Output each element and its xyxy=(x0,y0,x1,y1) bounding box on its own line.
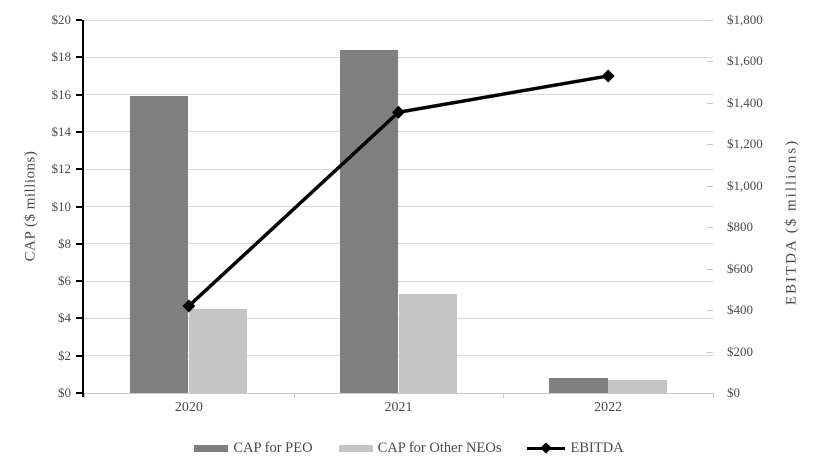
gridline xyxy=(84,19,713,21)
left-axis-tick xyxy=(76,242,82,245)
x-axis-tick xyxy=(293,393,295,398)
gridline xyxy=(84,56,713,58)
right-axis-tick xyxy=(707,185,713,187)
left-axis-tick-label: $12 xyxy=(51,161,72,177)
legend-item-cap-peo: CAP for PEO xyxy=(194,439,313,457)
right-axis-tick xyxy=(707,20,713,21)
left-axis-tick-label: $14 xyxy=(51,123,72,139)
x-axis-category-label: 2022 xyxy=(594,400,623,415)
cap-peo-swatch-icon xyxy=(194,444,229,452)
right-axis-tick-label: $1,400 xyxy=(727,94,763,110)
legend-item-ebitda: EBITDA xyxy=(527,439,624,457)
left-axis-tick xyxy=(76,354,82,357)
left-axis-tick xyxy=(76,168,82,171)
right-axis-tick-label: $1,600 xyxy=(727,53,763,69)
legend-label-ebitda: EBITDA xyxy=(570,440,624,456)
bar-cap-for-other-neos-2022 xyxy=(608,379,667,393)
gridline xyxy=(84,94,713,96)
left-axis-tick-label: $6 xyxy=(58,273,71,289)
x-axis-tick xyxy=(84,393,85,398)
right-axis-tick-label: $1,000 xyxy=(727,177,763,193)
right-axis-tick xyxy=(707,310,713,312)
left-axis-tick xyxy=(76,317,82,320)
right-axis-tick-label: $200 xyxy=(727,343,753,359)
bar-cap-for-peo-2020 xyxy=(129,96,189,393)
left-axis-tick-label: $0 xyxy=(58,385,71,400)
right-axis-tick xyxy=(707,102,713,104)
chart-legend: CAP for PEO CAP for Other NEOs EBITDA xyxy=(0,438,818,458)
left-axis-tick xyxy=(76,392,82,394)
bar-cap-for-peo-2022 xyxy=(549,378,608,393)
ebitda-line-marker-icon xyxy=(527,442,566,455)
left-axis-tick-label: $2 xyxy=(58,347,71,363)
left-axis-tick-label: $18 xyxy=(51,49,72,65)
right-axis-tick-label: $800 xyxy=(727,219,753,235)
left-axis-tick xyxy=(76,130,82,133)
x-axis-line xyxy=(84,393,713,394)
bar-cap-for-other-neos-2020 xyxy=(188,309,248,393)
right-axis-tick xyxy=(707,393,713,394)
right-axis-tick xyxy=(707,144,713,146)
left-axis-tick xyxy=(76,280,82,283)
left-axis-tick-label: $10 xyxy=(51,198,72,214)
left-axis-tick xyxy=(76,205,82,208)
left-axis-tick-label: $16 xyxy=(51,86,72,102)
right-axis-tick-label: $1,800 xyxy=(727,12,763,27)
ebitda-diamond-marker xyxy=(601,69,615,83)
legend-label-cap-other-neos: CAP for Other NEOs xyxy=(377,440,502,456)
cap-other-neos-swatch-icon xyxy=(338,444,373,452)
right-axis-tick-label: $600 xyxy=(727,260,753,276)
x-axis-category-label: 2021 xyxy=(384,400,413,415)
right-axis-tick xyxy=(707,61,713,63)
right-axis-tick-label: $0 xyxy=(727,385,740,400)
left-axis-tick xyxy=(76,19,82,21)
right-axis-tick xyxy=(707,268,713,270)
x-axis-tick xyxy=(503,393,505,398)
left-axis-tick-label: $20 xyxy=(51,12,72,27)
bar-cap-for-other-neos-2021 xyxy=(398,294,457,393)
bar-cap-for-peo-2021 xyxy=(339,49,398,393)
x-axis-category-label: 2020 xyxy=(174,400,203,415)
right-axis-tick xyxy=(707,227,713,229)
left-axis-line xyxy=(82,20,84,397)
left-axis-tick-label: $8 xyxy=(58,235,71,251)
x-axis-tick xyxy=(713,393,714,398)
right-axis-tick-label: $1,200 xyxy=(727,136,763,152)
right-axis-tick xyxy=(707,351,713,353)
left-axis-tick xyxy=(76,56,82,59)
right-axis-tick-label: $400 xyxy=(727,302,753,318)
legend-label-cap-peo: CAP for PEO xyxy=(233,440,313,456)
legend-item-cap-other-neos: CAP for Other NEOs xyxy=(338,439,502,457)
left-axis-tick xyxy=(76,93,82,96)
left-axis-tick-label: $4 xyxy=(58,310,71,326)
